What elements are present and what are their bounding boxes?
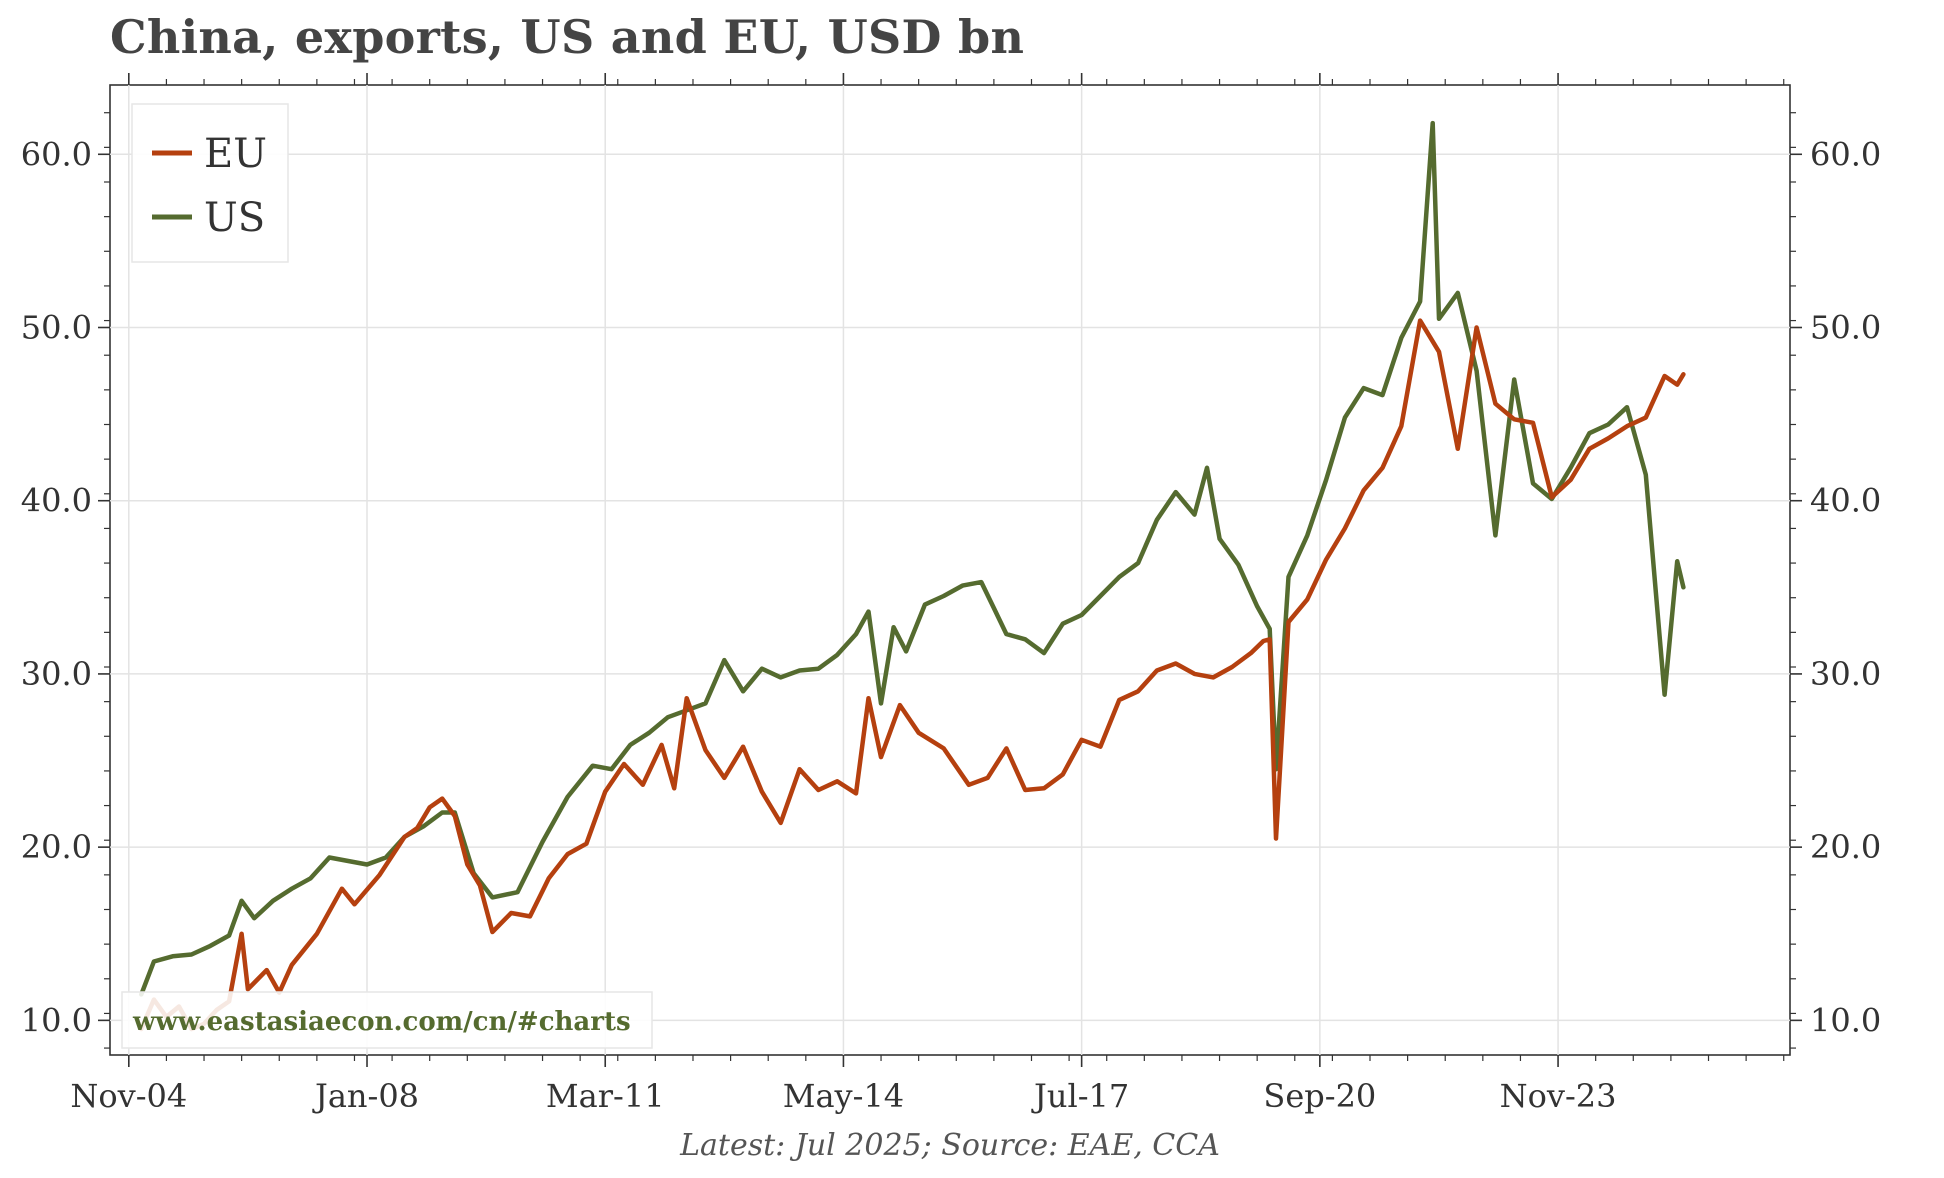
data-series <box>139 120 1686 1032</box>
plot-area-frame <box>109 84 1791 1056</box>
y-tick-label-left: 30.0 <box>21 655 92 693</box>
y-tick-label-left: 60.0 <box>21 135 92 173</box>
x-tick-label: Sep-20 <box>1263 1077 1376 1115</box>
legend-box <box>131 103 289 263</box>
y-tick-label-right: 50.0 <box>1810 309 1881 347</box>
y-tick-label-left: 20.0 <box>21 828 92 866</box>
y-tick-label-right: 30.0 <box>1810 655 1881 693</box>
watermark-box: www.eastasiaecon.com/cn/#charts <box>121 991 653 1049</box>
y-tick-label-right: 20.0 <box>1810 828 1881 866</box>
watermark-text: www.eastasiaecon.com/cn/#charts <box>132 1007 631 1037</box>
x-tick-label: May-14 <box>783 1077 904 1115</box>
footnote: Latest: Jul 2025; Source: EAE, CCA <box>680 1128 1220 1163</box>
axes: 10.0 10.0 20.0 20.0 30.0 30.0 40.0 40.0 50.0 50.0… <box>21 73 1881 1115</box>
legend-label-us: US <box>204 195 265 241</box>
chart-title: China, exports, US and EU, USD bn <box>110 10 1025 64</box>
legend-label-eu: EU <box>204 131 267 177</box>
x-tick-label: Jul-17 <box>1031 1077 1129 1115</box>
x-tick-label: Nov-04 <box>70 1077 187 1115</box>
x-tick-label: Mar-11 <box>546 1077 665 1115</box>
y-tick-label-right: 60.0 <box>1810 135 1881 173</box>
series-line-us <box>139 120 1686 997</box>
y-tick-label-right: 10.0 <box>1810 1001 1881 1039</box>
legend: EU US <box>131 103 289 263</box>
x-tick-label: Nov-23 <box>1500 1077 1617 1115</box>
y-tick-label-left: 40.0 <box>21 482 92 520</box>
series-line-eu <box>139 318 1686 1032</box>
y-tick-label-right: 40.0 <box>1810 482 1881 520</box>
gridlines <box>110 85 1790 1055</box>
y-tick-label-left: 50.0 <box>21 309 92 347</box>
x-tick-label: Jan-08 <box>312 1077 419 1115</box>
y-tick-label-left: 10.0 <box>21 1001 92 1039</box>
